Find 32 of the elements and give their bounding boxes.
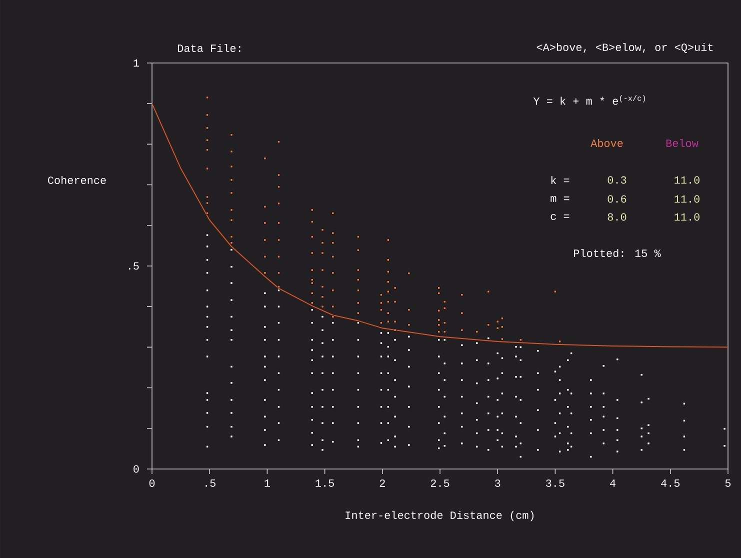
annotation: Y = k + m * e$^{(-x/c)}$ <box>533 95 646 105</box>
x-tick-label: 3 <box>495 480 500 487</box>
x-tick-label: 0 <box>149 480 155 487</box>
y-tick-label: 1 <box>134 59 139 67</box>
x-tick-label: 5 <box>725 480 731 487</box>
annotation: 11.0 <box>674 195 700 203</box>
annotation: m = <box>550 196 570 202</box>
x-tick-label: 4.5 <box>661 480 680 487</box>
annotation: 8.0 <box>608 213 626 221</box>
x-tick-label: 2.5 <box>430 480 450 487</box>
annotation: c = <box>550 214 570 220</box>
annotation: Plotted: 15 % <box>574 248 661 258</box>
annotation: k = <box>551 176 570 184</box>
y-tick-label: 0 <box>134 465 139 473</box>
line-series <box>152 103 729 348</box>
y-tick-label: .5 <box>128 262 139 270</box>
annotation: 11.0 <box>674 176 700 184</box>
annotation: 0.3 <box>608 176 626 184</box>
x-tick-label: 4 <box>610 480 616 487</box>
annotation: 0.6 <box>608 195 626 203</box>
y-axis-title: Coherence <box>48 176 106 184</box>
annotation: Below <box>666 138 698 148</box>
x-tick-label: .5 <box>206 480 216 487</box>
x-tick-label: 2 <box>380 480 385 487</box>
annotation: Above <box>590 138 623 148</box>
text: <A>bove, <B>elow, or <Q>uit <box>536 42 713 53</box>
text: Data File: <box>178 44 240 52</box>
x-axis-title: Inter-electrode Distance (cm) <box>346 510 534 522</box>
x-tick-label: 3.5 <box>546 480 564 487</box>
x-tick-label: 1.5 <box>316 480 334 487</box>
annotation: 11.0 <box>674 213 700 221</box>
x-tick-label: 1 <box>264 480 270 487</box>
